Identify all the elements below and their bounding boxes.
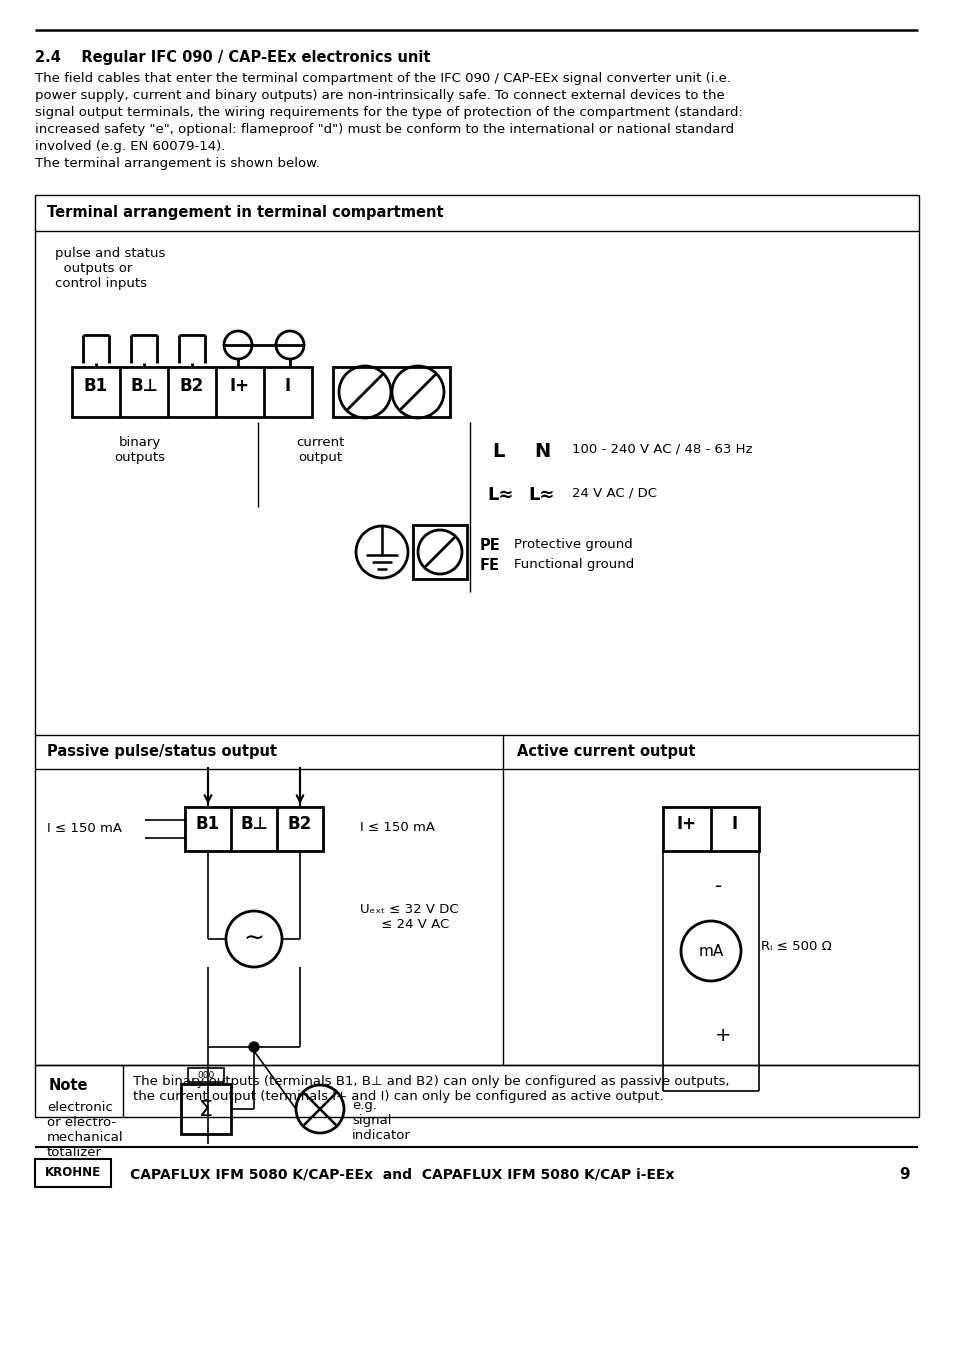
Bar <box>188 1067 224 1082</box>
Text: current
output: current output <box>295 436 344 464</box>
Text: B2: B2 <box>180 378 204 395</box>
Text: B⊥: B⊥ <box>240 815 268 832</box>
Text: FE: FE <box>479 558 499 573</box>
Text: I: I <box>285 378 291 395</box>
Bar <box>185 807 323 851</box>
Text: 100 - 240 V AC / 48 - 63 Hz: 100 - 240 V AC / 48 - 63 Hz <box>572 441 752 455</box>
Text: I ≤ 150 mA: I ≤ 150 mA <box>359 822 435 834</box>
Text: increased safety "e", optional: flameproof "d") must be conform to the internati: increased safety "e", optional: flamepro… <box>35 124 734 136</box>
Text: I: I <box>731 815 738 832</box>
Text: L≈: L≈ <box>527 486 554 504</box>
Text: N: N <box>534 441 550 460</box>
Text: L≈: L≈ <box>486 486 513 504</box>
Text: ∼: ∼ <box>243 928 264 951</box>
Text: Functional ground: Functional ground <box>514 558 634 570</box>
Text: e.g.
signal
indicator: e.g. signal indicator <box>352 1099 411 1142</box>
Bar <box>662 807 759 851</box>
Text: 000: 000 <box>197 1070 214 1080</box>
Text: I ≤ 150 mA: I ≤ 150 mA <box>47 823 122 835</box>
Bar <box>413 526 467 579</box>
Text: Uₑₓₜ ≤ 32 V DC
     ≤ 24 V AC: Uₑₓₜ ≤ 32 V DC ≤ 24 V AC <box>359 903 458 932</box>
Text: pulse and status
  outputs or
control inputs: pulse and status outputs or control inpu… <box>55 247 165 291</box>
Text: Terminal arrangement in terminal compartment: Terminal arrangement in terminal compart… <box>47 205 443 220</box>
Text: Σ: Σ <box>199 1100 213 1120</box>
Text: binary
outputs: binary outputs <box>114 436 165 464</box>
Text: B1: B1 <box>195 815 220 832</box>
Text: involved (e.g. EN 60079-14).: involved (e.g. EN 60079-14). <box>35 140 225 153</box>
Text: The binary outputs (terminals B1, B⊥ and B2) can only be configured as passive o: The binary outputs (terminals B1, B⊥ and… <box>132 1076 729 1103</box>
Bar <box>35 1158 111 1187</box>
Text: I+: I+ <box>230 378 250 395</box>
Text: electronic
or electro-
mechanical
totalizer: electronic or electro- mechanical totali… <box>47 1101 124 1158</box>
Text: The terminal arrangement is shown below.: The terminal arrangement is shown below. <box>35 158 319 170</box>
Text: power supply, current and binary outputs) are non-intrinsically safe. To connect: power supply, current and binary outputs… <box>35 90 724 102</box>
Text: -: - <box>714 877 721 896</box>
Text: Passive pulse/status output: Passive pulse/status output <box>47 744 276 759</box>
Text: B⊥: B⊥ <box>130 378 158 395</box>
Text: KROHNE: KROHNE <box>45 1167 101 1179</box>
Text: signal output terminals, the wiring requirements for the type of protection of t: signal output terminals, the wiring requ… <box>35 106 742 120</box>
Bar <box>181 1084 231 1134</box>
Text: Rᵢ ≤ 500 Ω: Rᵢ ≤ 500 Ω <box>760 941 831 953</box>
Bar <box>71 367 312 417</box>
Circle shape <box>249 1042 258 1052</box>
Text: The field cables that enter the terminal compartment of the IFC 090 / CAP-EEx si: The field cables that enter the terminal… <box>35 72 730 86</box>
Bar <box>35 196 918 1065</box>
Text: Protective ground: Protective ground <box>514 538 632 551</box>
Text: B2: B2 <box>288 815 312 832</box>
Text: Note: Note <box>49 1078 89 1093</box>
Text: CAPAFLUX IFM 5080 K/CAP-EEx  and  CAPAFLUX IFM 5080 K/CAP i-EEx: CAPAFLUX IFM 5080 K/CAP-EEx and CAPAFLUX… <box>130 1167 674 1181</box>
Text: mA: mA <box>698 944 723 959</box>
Bar <box>35 1065 918 1118</box>
Text: PE: PE <box>479 538 500 553</box>
Text: 2.4    Regular IFC 090 / CAP-EEx electronics unit: 2.4 Regular IFC 090 / CAP-EEx electronic… <box>35 50 430 65</box>
Text: 24 V AC / DC: 24 V AC / DC <box>572 486 657 498</box>
Text: Active current output: Active current output <box>517 744 695 759</box>
Text: I+: I+ <box>677 815 697 832</box>
Text: B1: B1 <box>84 378 108 395</box>
Text: 9: 9 <box>899 1167 909 1181</box>
Bar <box>333 367 450 417</box>
Text: +: + <box>714 1027 731 1046</box>
Text: L: L <box>492 441 504 460</box>
